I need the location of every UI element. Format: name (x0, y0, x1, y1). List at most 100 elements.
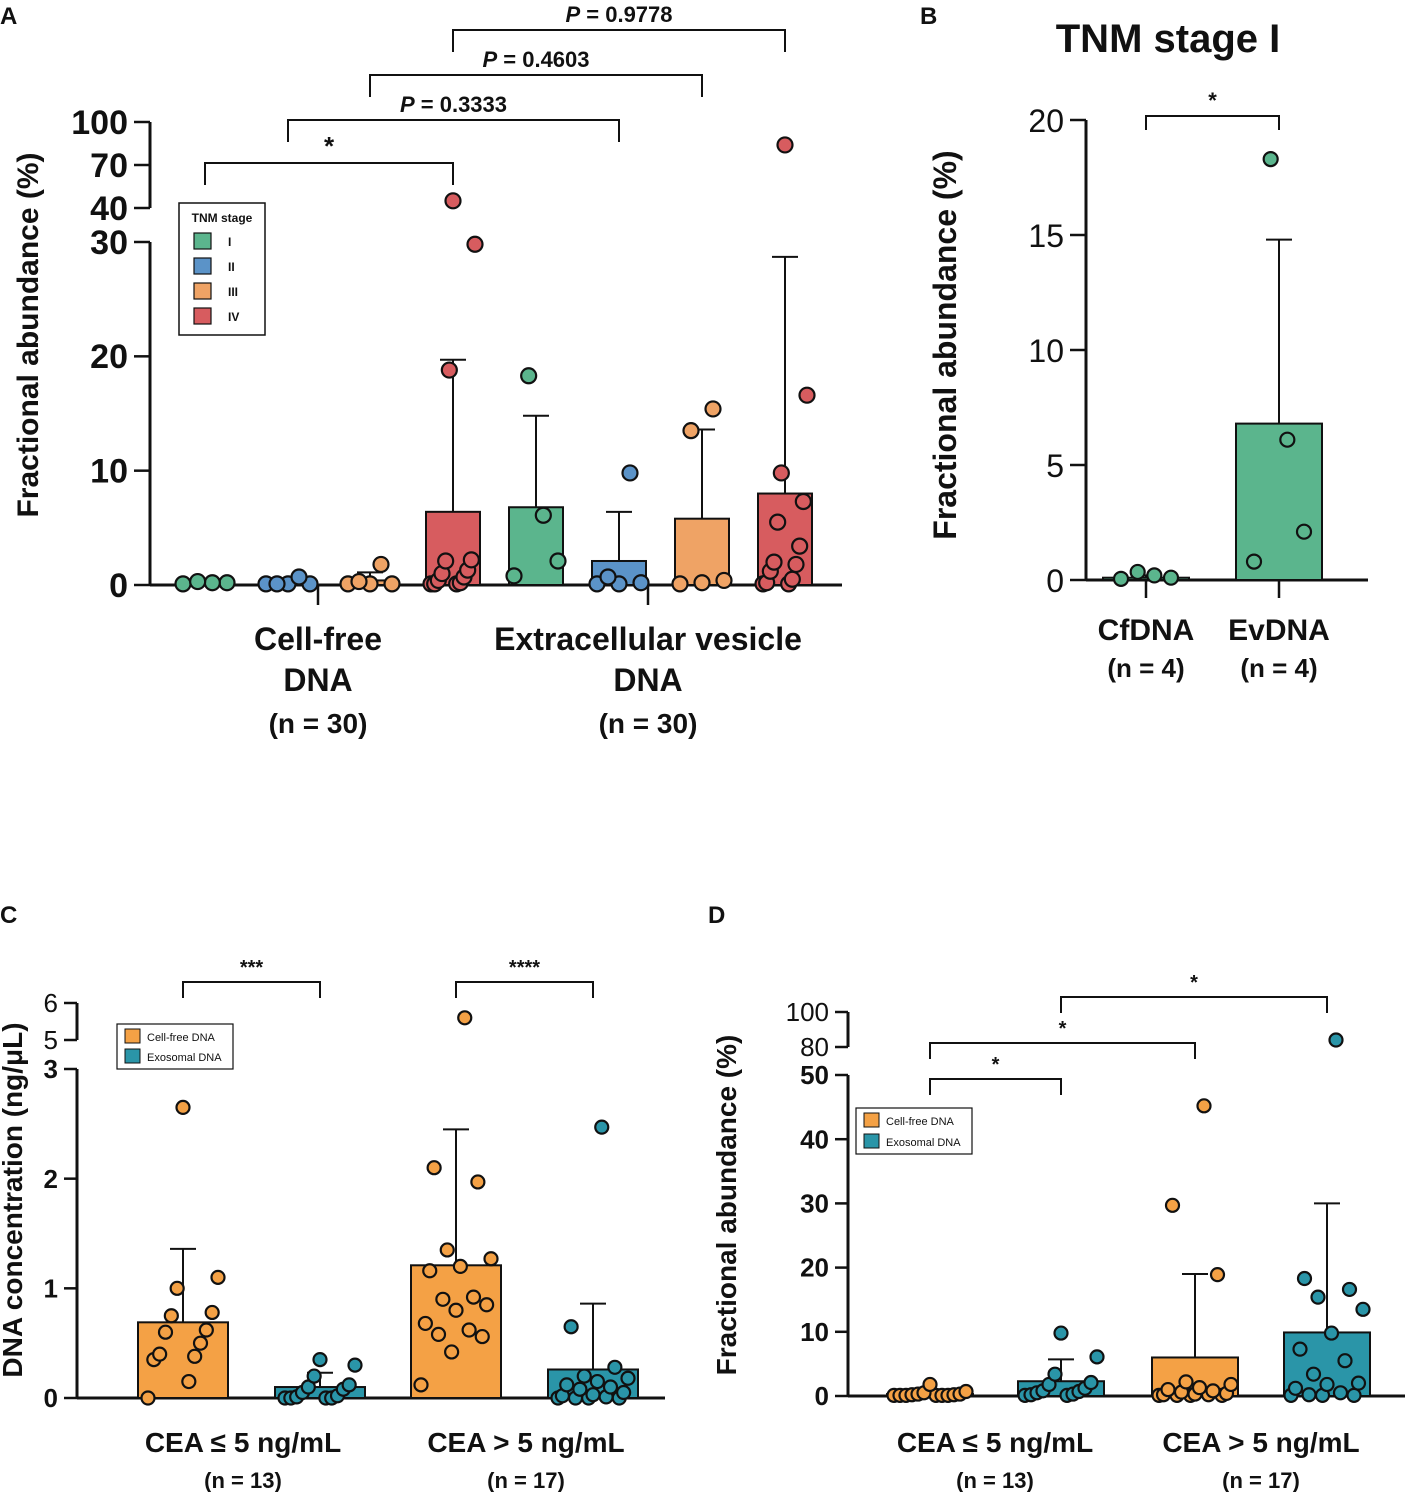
data-point-a-2-0 (372, 555, 390, 574)
data-point-a-6-1 (682, 422, 700, 440)
data-point-c-2-1 (426, 1160, 442, 1176)
data-point-a-7-2 (772, 464, 790, 482)
data-point-b-1-3 (1245, 553, 1263, 570)
panel-d-n-label-1: (n = 17) (1222, 1468, 1300, 1492)
data-point-d-3-8 (1305, 1366, 1322, 1382)
data-point-a-3-0 (444, 192, 462, 210)
p-value: = 0.3333 (415, 92, 507, 117)
data-point-a-7-9 (783, 570, 801, 588)
data-point-d-3-11 (1287, 1380, 1304, 1396)
data-point-a-2-4 (383, 575, 401, 593)
data-point-a-6-3 (693, 574, 711, 592)
legend-entry-1: Exosomal DNA (886, 1137, 961, 1149)
sig-bracket-a-2 (369, 74, 703, 97)
panel-c-y-tick-label-2: 2 (44, 1164, 58, 1194)
panel-c-category-label-1: CEA > 5 ng/mL (427, 1427, 624, 1458)
data-point-c-2-5 (452, 1258, 468, 1275)
panel-a-group-label-1-1: DNA (613, 662, 682, 698)
data-point-c-3-5 (589, 1373, 605, 1390)
data-point-a-7-4 (769, 513, 787, 531)
sig-label-a-1: P = 0.3333 (400, 92, 507, 117)
panel-c-y-tick-label-3: 3 (44, 1054, 58, 1084)
data-point-d-3-10 (1319, 1376, 1335, 1393)
data-point-a-1-0 (290, 568, 308, 586)
data-point-c-0-6 (157, 1324, 174, 1340)
legend-swatch-3 (193, 307, 212, 325)
panel-d-y-tick-label-1: 10 (800, 1317, 829, 1347)
data-point-a-7-7 (787, 555, 805, 574)
data-point-d-1-2 (1047, 1366, 1063, 1382)
legend-entry-2: III (228, 285, 238, 299)
panel-a-group-label-0-1: DNA (283, 662, 352, 698)
data-point-a-6-2 (715, 571, 733, 590)
data-point-c-3-7 (602, 1379, 619, 1395)
panel-a-y-tick-label-upper-0: 40 (90, 190, 128, 228)
legend-title: TNM stage (192, 211, 253, 225)
panel-a-y-tick-label-2: 20 (90, 338, 128, 376)
p-letter: P (400, 92, 415, 117)
data-point-a-0-2 (203, 574, 221, 592)
sig-bracket-a-0 (204, 162, 454, 185)
data-point-d-2-0 (1196, 1098, 1212, 1114)
panel-a-y-tick-label-upper-1: 70 (90, 147, 128, 185)
data-point-c-2-2 (470, 1174, 486, 1190)
sig-label-c-1: **** (509, 957, 540, 979)
data-point-a-7-6 (765, 553, 783, 571)
data-point-c-2-8 (435, 1291, 451, 1307)
data-point-c-1-3 (341, 1377, 357, 1393)
data-point-a-2-1 (350, 572, 368, 591)
data-point-c-2-14 (474, 1328, 490, 1345)
legend-entry-0: I (228, 235, 231, 249)
data-point-b-0-1 (1146, 567, 1163, 584)
panel-label-c: C (0, 902, 17, 929)
data-point-b-0-2 (1162, 569, 1180, 586)
data-point-d-2-4 (1223, 1376, 1239, 1393)
panel-d-category-label-1: CEA > 5 ng/mL (1162, 1427, 1359, 1458)
data-point-a-5-1 (599, 568, 617, 586)
legend-swatch-1 (193, 257, 212, 275)
p-value: = 0.4603 (497, 47, 589, 72)
panel-b-n-label-0: (n = 4) (1107, 653, 1184, 683)
data-point-c-0-5 (198, 1322, 214, 1338)
data-point-c-3-10 (585, 1387, 601, 1403)
data-point-d-3-3 (1310, 1289, 1326, 1305)
legend-entry-0: Cell-free DNA (147, 1032, 216, 1044)
legend-swatch-2 (193, 282, 212, 300)
data-point-b-0-0 (1129, 563, 1146, 581)
data-point-c-2-10 (448, 1302, 464, 1318)
data-point-c-2-12 (461, 1322, 477, 1338)
data-point-a-1-4 (268, 575, 286, 593)
panel-d-y-tick-label-4: 40 (800, 1124, 829, 1154)
panel-b-n-label-1: (n = 4) (1240, 653, 1317, 683)
panel-a-y-tick-label-upper-2: 100 (71, 104, 128, 142)
data-point-d-0-1 (958, 1383, 974, 1400)
panel-c-n-label-0: (n = 13) (204, 1468, 282, 1492)
data-point-a-0-0 (189, 572, 207, 591)
data-point-c-2-6 (422, 1263, 438, 1279)
data-point-a-7-5 (791, 537, 809, 555)
panel-d-category-label-0: CEA ≤ 5 ng/mL (897, 1427, 1093, 1458)
panel-a-group-label-0-0: Cell-free (254, 621, 382, 657)
p-letter: P (565, 2, 580, 27)
data-point-a-4-2 (549, 552, 567, 570)
panel-d-y-tick-label-2: 20 (800, 1253, 829, 1283)
sig-label-d-0: * (992, 1054, 1000, 1076)
data-point-c-0-8 (152, 1346, 168, 1362)
panel-a-group-label-1-0: Extracellular vesicle (494, 621, 802, 657)
data-point-c-0-9 (187, 1348, 203, 1364)
data-point-c-1-2 (306, 1368, 322, 1384)
legend-box (178, 202, 266, 336)
data-point-b-1-1 (1279, 431, 1296, 448)
data-point-c-1-1 (347, 1357, 363, 1373)
data-point-d-3-12 (1332, 1385, 1349, 1401)
data-point-a-4-1 (534, 506, 552, 524)
data-point-d-3-1 (1296, 1270, 1313, 1287)
sig-bracket-c-0 (182, 981, 321, 998)
data-point-a-0-3 (174, 575, 192, 593)
data-point-d-3-0 (1328, 1032, 1344, 1048)
data-point-d-1-1 (1089, 1349, 1105, 1365)
data-point-c-3-6 (559, 1377, 575, 1393)
